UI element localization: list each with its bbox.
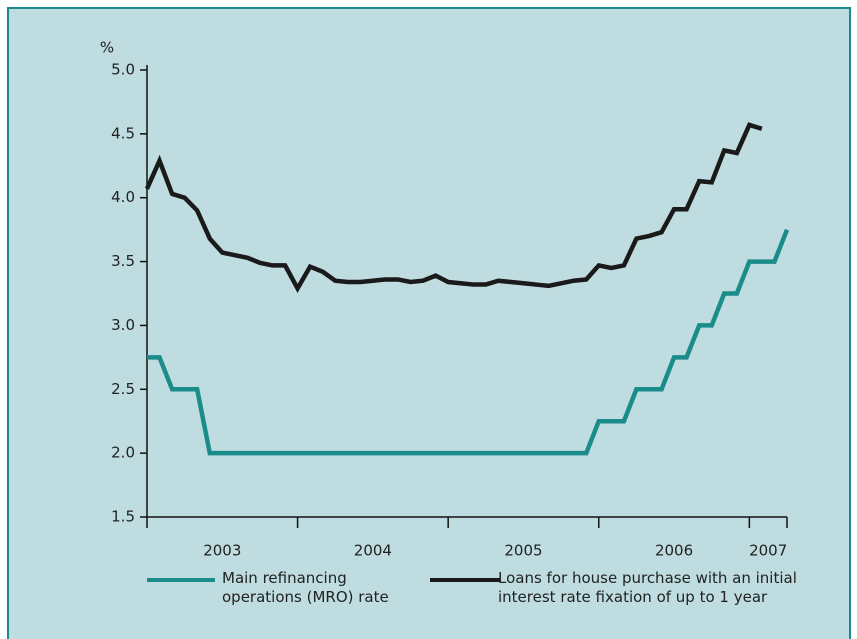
x-tick-label: 2005 <box>504 542 542 560</box>
y-tick-label: 2.5 <box>111 380 135 398</box>
legend-label: Main refinancing operations (MRO) rate <box>222 569 389 606</box>
y-tick-label: 1.5 <box>111 508 135 526</box>
x-tick-label: 2007 <box>749 542 787 560</box>
legend-swatch <box>430 578 500 582</box>
x-tick-label: 2003 <box>203 542 241 560</box>
x-tick-label: 2004 <box>354 542 392 560</box>
series-line <box>147 228 790 456</box>
y-tick-label: 3.0 <box>111 316 135 334</box>
y-unit: % <box>100 39 114 57</box>
y-tick-label: 2.0 <box>111 444 135 462</box>
legend-swatch <box>147 578 215 582</box>
series-line <box>144 122 763 293</box>
x-tick-label: 2006 <box>655 542 693 560</box>
y-tick-label: 4.5 <box>111 124 135 142</box>
y-tick-label: 5.0 <box>111 61 135 79</box>
legend-label: Loans for house purchase with an initial… <box>498 569 797 606</box>
y-tick-label: 3.5 <box>111 252 135 270</box>
y-tick-label: 4.0 <box>111 188 135 206</box>
